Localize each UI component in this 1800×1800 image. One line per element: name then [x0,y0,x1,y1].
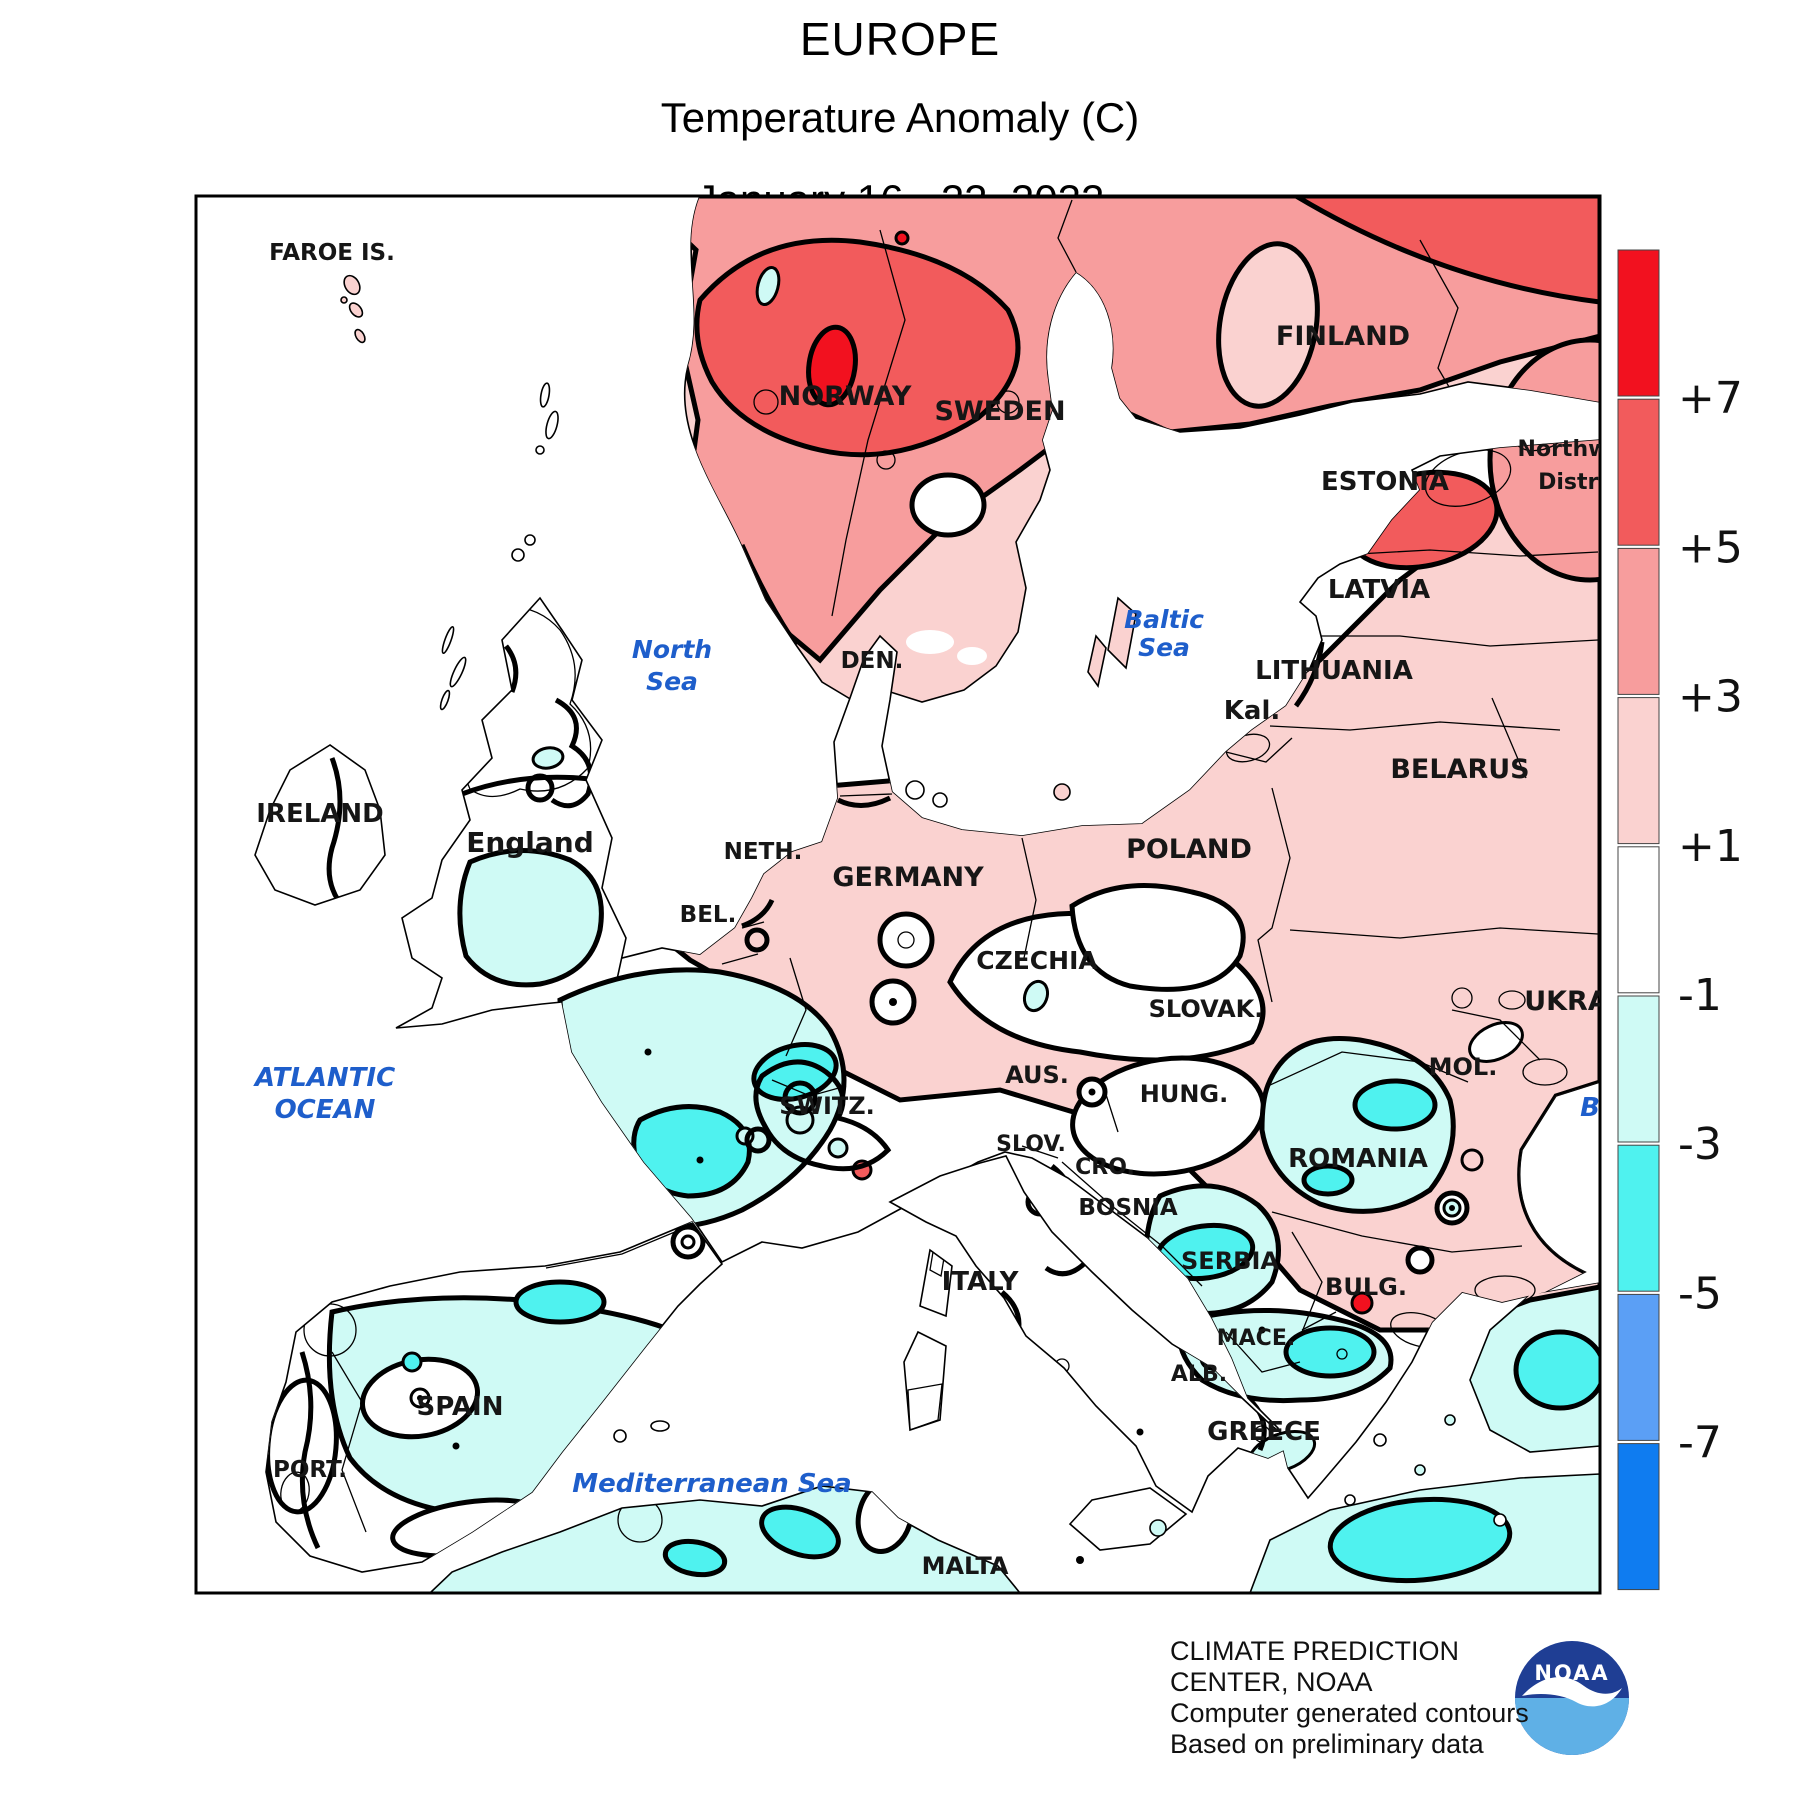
legend-value-+5: +5 [1678,522,1743,573]
map-label-ireland: IRELAND [256,799,384,829]
map-label-greece: GREECE [1207,1417,1321,1447]
map-label-estonia: ESTONIA [1321,467,1449,497]
attribution-block: CLIMATE PREDICTION CENTER, NOAA Computer… [1170,1636,1570,1760]
map-area [196,196,1600,1593]
sea-label-mediterranean-sea: Mediterranean Sea [572,1469,851,1499]
legend-swatch--1-to-+1 [1617,846,1660,994]
map-label-kal-: Kal. [1224,696,1280,726]
sea-label-atlantic: ATLANTIC [253,1063,395,1093]
map-label-cro-: CRO. [1075,1155,1135,1180]
map-label-latvia: LATVIA [1328,575,1430,605]
map-label-faroe-is-: FAROE IS. [269,240,395,266]
legend-swatch-+3-to-+5 [1617,547,1660,695]
map-label-mace-: MACE. [1217,1326,1295,1351]
legend-swatch-+1-to-+3 [1617,697,1660,845]
noaa-gull-icon [1522,1677,1622,1707]
page-title: EUROPE [799,13,1001,65]
legend-value-+3: +3 [1678,672,1743,723]
sea-label-sea: Sea [646,667,698,696]
noaa-logo-text: NOAA [1534,1661,1609,1685]
map-label-hung-: HUNG. [1140,1080,1228,1108]
legend-swatch-above-+7 [1617,249,1660,397]
sea-label-ocean: OCEAN [275,1095,376,1125]
attribution-line3: Based on preliminary data [1170,1729,1484,1759]
map-label-northw: Northw [1518,437,1609,462]
map-label-port-: PORT. [273,1457,347,1483]
sea-labels: NorthSeaBalticSeaATLANTICOCEANMediterran… [253,605,1600,1499]
map-label-aus-: AUS. [1005,1061,1069,1089]
legend-value--5: -5 [1678,1268,1722,1319]
map-label-spain: SPAIN [417,1392,504,1422]
map-label-italy: ITALY [942,1267,1020,1297]
map-label-serbia: SERBIA [1181,1247,1279,1275]
sea-label-sea: Sea [1138,633,1190,662]
map-label-malta: MALTA [922,1552,1009,1580]
map-label-distri: Distri [1538,470,1606,495]
map-frame [194,194,1602,1595]
attribution-line2: Computer generated contours [1170,1698,1529,1728]
sea-label-b: B [1580,1093,1600,1123]
map-label-neth-: NETH. [724,839,803,865]
map-label-bulg-: BULG. [1325,1273,1407,1301]
sea-label-north: North [632,635,712,664]
attribution-line1: CLIMATE PREDICTION CENTER, NOAA [1170,1636,1460,1697]
legend-swatch--3-to--1 [1617,995,1660,1143]
legend-swatch--7-to--5 [1617,1293,1660,1441]
map-label-czechia: CZECHIA [976,946,1098,975]
legend-colorbar: +7 +5 +3 +1 -1 -3 -5 -7 [1617,249,1743,1591]
map-label-lithuania: LITHUANIA [1255,656,1413,686]
map-label-norway: NORWAY [779,381,912,412]
map-label-sweden: SWEDEN [934,396,1065,427]
sea-label-baltic: Baltic [1124,605,1204,634]
legend-value-+7: +7 [1678,373,1743,424]
map-label-slov-: SLOV. [996,1132,1066,1157]
legend-value--1: -1 [1678,970,1722,1021]
map-label-bel-: BEL. [680,902,737,928]
map-label-bosnia: BOSNIA [1078,1195,1177,1221]
map-label-slovak-: SLOVAK. [1149,995,1264,1023]
map-label-finland: FINLAND [1276,321,1410,352]
legend-swatch-below--7 [1617,1443,1660,1591]
legend-value--7: -7 [1678,1418,1722,1469]
page-subtitle: Temperature Anomaly (C) [660,94,1140,141]
map-label-switz-: SWITZ. [779,1092,875,1120]
map-label-poland: POLAND [1126,834,1252,865]
map-label-den-: DEN. [841,648,904,674]
islands [340,274,1507,1564]
country-borders [331,199,1599,1533]
map-label-belarus: BELARUS [1390,754,1529,785]
map-label-mol-: MOL. [1429,1053,1498,1081]
map-label-alb-: ALB. [1171,1362,1227,1387]
country-labels: FAROE IS. NORWAY SWEDEN FINLAND ESTONIA North… [256,240,1660,1580]
legend-swatch-+5-to-+7 [1617,398,1660,546]
map-label-england: England [466,826,594,859]
map-label-ukraine: UKRAINE [1524,986,1660,1017]
map-label-germany: GERMANY [832,862,984,893]
legend-swatch--5-to--3 [1617,1144,1660,1292]
legend-value-+1: +1 [1678,821,1743,872]
legend-value--3: -3 [1678,1119,1722,1170]
map-label-romania: ROMANIA [1288,1144,1428,1174]
